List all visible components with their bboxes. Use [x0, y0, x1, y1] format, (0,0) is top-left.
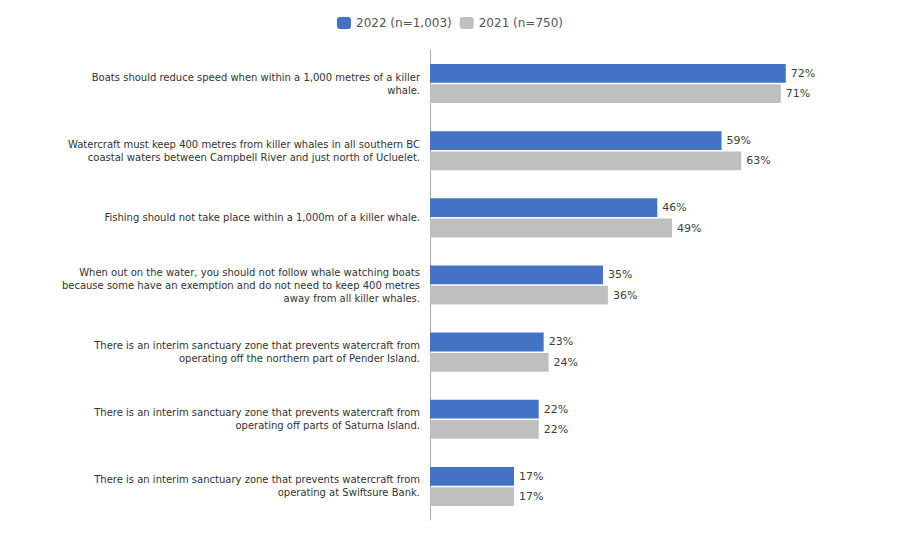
svg-text:49%: 49%: [677, 222, 701, 235]
svg-text:There is an interim sanctuary: There is an interim sanctuary zone that …: [93, 474, 420, 485]
svg-text:72%: 72%: [791, 67, 815, 80]
svg-text:Boats should reduce speed when: Boats should reduce speed when within a …: [92, 72, 421, 83]
svg-text:operating at Swiftsure Bank.: operating at Swiftsure Bank.: [278, 487, 420, 498]
svg-text:Fishing should not take place: Fishing should not take place within a 1…: [104, 212, 420, 223]
svg-text:36%: 36%: [613, 289, 637, 302]
svg-text:When out on the water, you sho: When out on the water, you should not fo…: [79, 267, 420, 278]
svg-text:22%: 22%: [544, 403, 568, 416]
svg-text:whale.: whale.: [387, 85, 420, 96]
svg-text:Watercraft must keep 400 metre: Watercraft must keep 400 metres from kil…: [68, 139, 420, 150]
svg-text:operating off parts of Saturna: operating off parts of Saturna Island.: [235, 420, 420, 431]
svg-text:59%: 59%: [727, 134, 751, 147]
svg-text:away from all killer whales.: away from all killer whales.: [284, 293, 420, 304]
svg-text:2022 (n=1,003): 2022 (n=1,003): [356, 16, 452, 30]
svg-text:There is an interim sanctuary: There is an interim sanctuary zone that …: [93, 340, 420, 351]
svg-text:71%: 71%: [786, 87, 810, 100]
svg-text:because some have an exemption: because some have an exemption and do no…: [62, 280, 420, 291]
svg-text:17%: 17%: [519, 490, 543, 503]
svg-text:22%: 22%: [544, 423, 568, 436]
svg-text:23%: 23%: [549, 335, 573, 348]
svg-text:2021 (n=750): 2021 (n=750): [479, 16, 563, 30]
svg-text:46%: 46%: [662, 201, 686, 214]
svg-text:24%: 24%: [554, 356, 578, 369]
svg-text:operating off the northern par: operating off the northern part of Pende…: [179, 353, 420, 364]
svg-text:63%: 63%: [746, 154, 770, 167]
svg-text:There is an interim sanctuary: There is an interim sanctuary zone that …: [93, 407, 420, 418]
svg-text:17%: 17%: [519, 470, 543, 483]
svg-text:coastal waters between Campbel: coastal waters between Campbell River an…: [88, 152, 420, 163]
svg-text:35%: 35%: [608, 268, 632, 281]
